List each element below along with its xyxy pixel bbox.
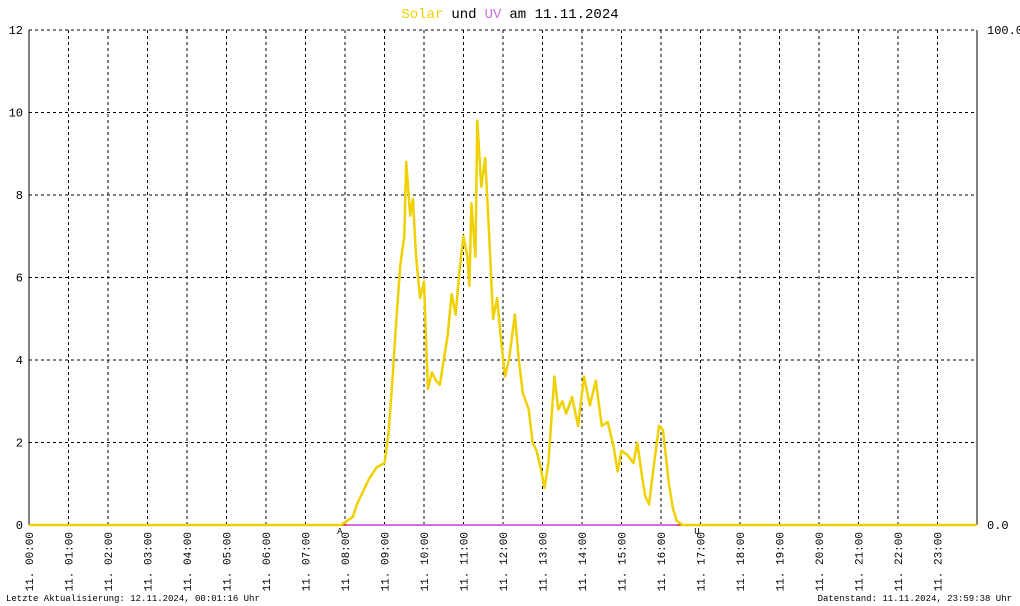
y2-tick-label: 100.0 [987,24,1020,38]
x-tick-label: 11. 17:00 [697,532,709,591]
x-tick-label: 11. 10:00 [420,532,432,591]
x-tick-label: 11. 06:00 [262,532,274,591]
x-tick-label: 11. 01:00 [65,532,77,591]
annotation: U [694,527,699,537]
x-tick-label: 11. 16:00 [657,532,669,591]
x-tick-label: 11. 09:00 [381,532,393,591]
x-tick-label: 11. 21:00 [855,532,867,591]
x-tick-label: 11. 03:00 [144,532,156,591]
title-uv: UV [485,7,502,23]
y-tick-label: 8 [16,189,23,203]
annotation: A [337,527,343,537]
y-tick-label: 0 [16,519,23,533]
footer-left: Letzte Aktualisierung: 12.11.2024, 00:01… [6,594,260,604]
x-tick-label: 11. 12:00 [499,532,511,591]
series-line [29,119,977,527]
y2-tick-label: 0.0 [987,519,1009,533]
x-tick-label: 11. 02:00 [104,532,116,591]
title-part: und [451,7,476,23]
y-tick-label: 6 [16,272,23,286]
x-tick-label: 11. 20:00 [815,532,827,591]
x-tick-label: 11. 08:00 [341,532,353,591]
x-tick-label: 11. 14:00 [578,532,590,591]
x-tick-label: 11. 18:00 [736,532,748,591]
footer-right: Datenstand: 11.11.2024, 23:59:38 Uhr [818,594,1012,604]
title-solar: Solar [401,7,443,23]
x-tick-label: 11. 15:00 [618,532,630,591]
x-tick-label: 11. 00:00 [25,532,37,591]
y-tick-label: 4 [16,354,23,368]
x-tick-label: 11. 13:00 [539,532,551,591]
x-tick-label: 11. 05:00 [223,532,235,591]
x-tick-label: 11. 22:00 [894,532,906,591]
y-tick-label: 12 [9,24,23,38]
x-tick-label: 11. 04:00 [183,532,195,591]
y-tick-label: 10 [9,107,23,121]
x-tick-label: 11. 07:00 [302,532,314,591]
title-part: am 11.11.2024 [509,7,618,23]
x-tick-label: 11. 23:00 [934,532,946,591]
x-tick-label: 11. 19:00 [776,532,788,591]
y-tick-label: 2 [16,437,23,451]
x-tick-label: 11. 11:00 [460,532,472,591]
chart-title: Solar und UV am 11.11.2024 [401,7,618,23]
